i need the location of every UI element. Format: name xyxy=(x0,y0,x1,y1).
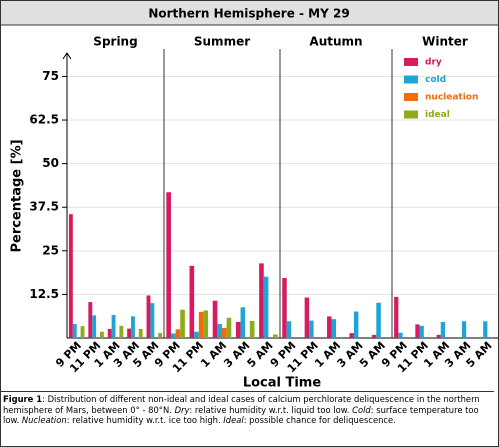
y-tick-label: 50 xyxy=(42,156,59,170)
y-tick-label: 75 xyxy=(42,69,59,83)
bar xyxy=(150,303,155,338)
caption-term: Nucleation xyxy=(21,415,67,425)
bar xyxy=(263,276,269,338)
bar xyxy=(99,331,104,338)
panel-title: Autumn xyxy=(309,35,362,49)
caption-term: Dry xyxy=(174,404,190,415)
caption-label: Figure 1 xyxy=(3,394,43,404)
x-axis-label: Local Time xyxy=(243,376,322,391)
bar xyxy=(240,307,246,338)
bar xyxy=(198,311,204,338)
bar xyxy=(170,333,176,338)
bar xyxy=(166,192,171,338)
bar xyxy=(235,321,241,338)
y-axis-label: Percentage [%] xyxy=(10,139,25,252)
bar xyxy=(282,278,287,338)
caption-text: : Distribution of different non-ideal an… xyxy=(3,394,480,415)
bar xyxy=(415,324,420,338)
panel-title: Spring xyxy=(93,35,137,49)
bar xyxy=(376,302,381,338)
bar xyxy=(212,300,218,338)
caption-text: : relative humidity w.r.t. ice too high. xyxy=(66,415,224,425)
caption: Figure 1: Distribution of different non-… xyxy=(1,391,494,446)
bar xyxy=(111,314,116,338)
bar xyxy=(217,324,222,338)
y-axis-arrow xyxy=(62,52,72,60)
caption-text: : relative humidity w.r.t. liquid too lo… xyxy=(189,404,353,415)
bar xyxy=(107,328,112,338)
legend-label: cold xyxy=(425,75,446,85)
legend-swatch xyxy=(404,58,418,66)
bar xyxy=(309,320,314,338)
bar xyxy=(304,297,310,338)
bar xyxy=(175,329,181,338)
y-tick-label: 25 xyxy=(42,243,59,257)
caption-text: : possible chance for deliquescence. xyxy=(243,415,396,425)
caption-text: : surface temperature too low. xyxy=(3,404,479,426)
bar xyxy=(436,334,441,338)
bar xyxy=(226,317,232,338)
bar xyxy=(398,332,403,338)
bar xyxy=(222,327,227,338)
bar xyxy=(180,309,185,338)
bar xyxy=(273,334,278,338)
panel-title: Winter xyxy=(422,35,468,49)
bar xyxy=(158,333,163,338)
y-tick-label: 12.5 xyxy=(29,287,59,301)
bar xyxy=(461,321,467,338)
bar xyxy=(419,325,424,338)
bar xyxy=(194,331,199,338)
y-tick-label: 37.5 xyxy=(29,200,59,214)
legend-swatch xyxy=(404,93,418,101)
bar xyxy=(440,321,445,338)
bar xyxy=(146,295,151,338)
bar xyxy=(331,319,336,338)
bar xyxy=(138,328,143,338)
y-tick-label: 62.5 xyxy=(29,113,59,127)
panel-title: Summer xyxy=(194,35,250,49)
bar xyxy=(72,324,77,338)
bar xyxy=(68,214,73,338)
bar xyxy=(483,321,488,338)
legend-label: ideal xyxy=(425,110,450,120)
legend-label: dry xyxy=(425,58,442,68)
bar xyxy=(119,325,124,338)
bar xyxy=(88,302,93,338)
bar xyxy=(92,315,97,338)
caption-term: Ideal xyxy=(223,415,244,425)
bar xyxy=(131,316,135,338)
legend-swatch xyxy=(404,75,418,84)
bar xyxy=(327,316,332,338)
chart: Northern Hemisphere - MY 29 Local Time P… xyxy=(1,1,498,391)
bar xyxy=(249,320,255,338)
x-tick-label: 5 AM xyxy=(245,339,276,370)
bar xyxy=(371,334,377,338)
bar xyxy=(286,321,292,338)
caption-term: Cold xyxy=(352,404,371,415)
legend-swatch xyxy=(404,110,418,119)
bar xyxy=(394,296,399,338)
bar xyxy=(189,265,195,338)
bar xyxy=(259,263,264,338)
legend-label: nucleation xyxy=(425,93,478,103)
bar xyxy=(349,333,354,338)
bar xyxy=(127,328,132,338)
chart-title: Northern Hemisphere - MY 29 xyxy=(148,7,349,21)
bar xyxy=(353,311,359,338)
title-bar xyxy=(1,1,498,25)
bar xyxy=(203,310,209,338)
bar xyxy=(80,326,85,338)
